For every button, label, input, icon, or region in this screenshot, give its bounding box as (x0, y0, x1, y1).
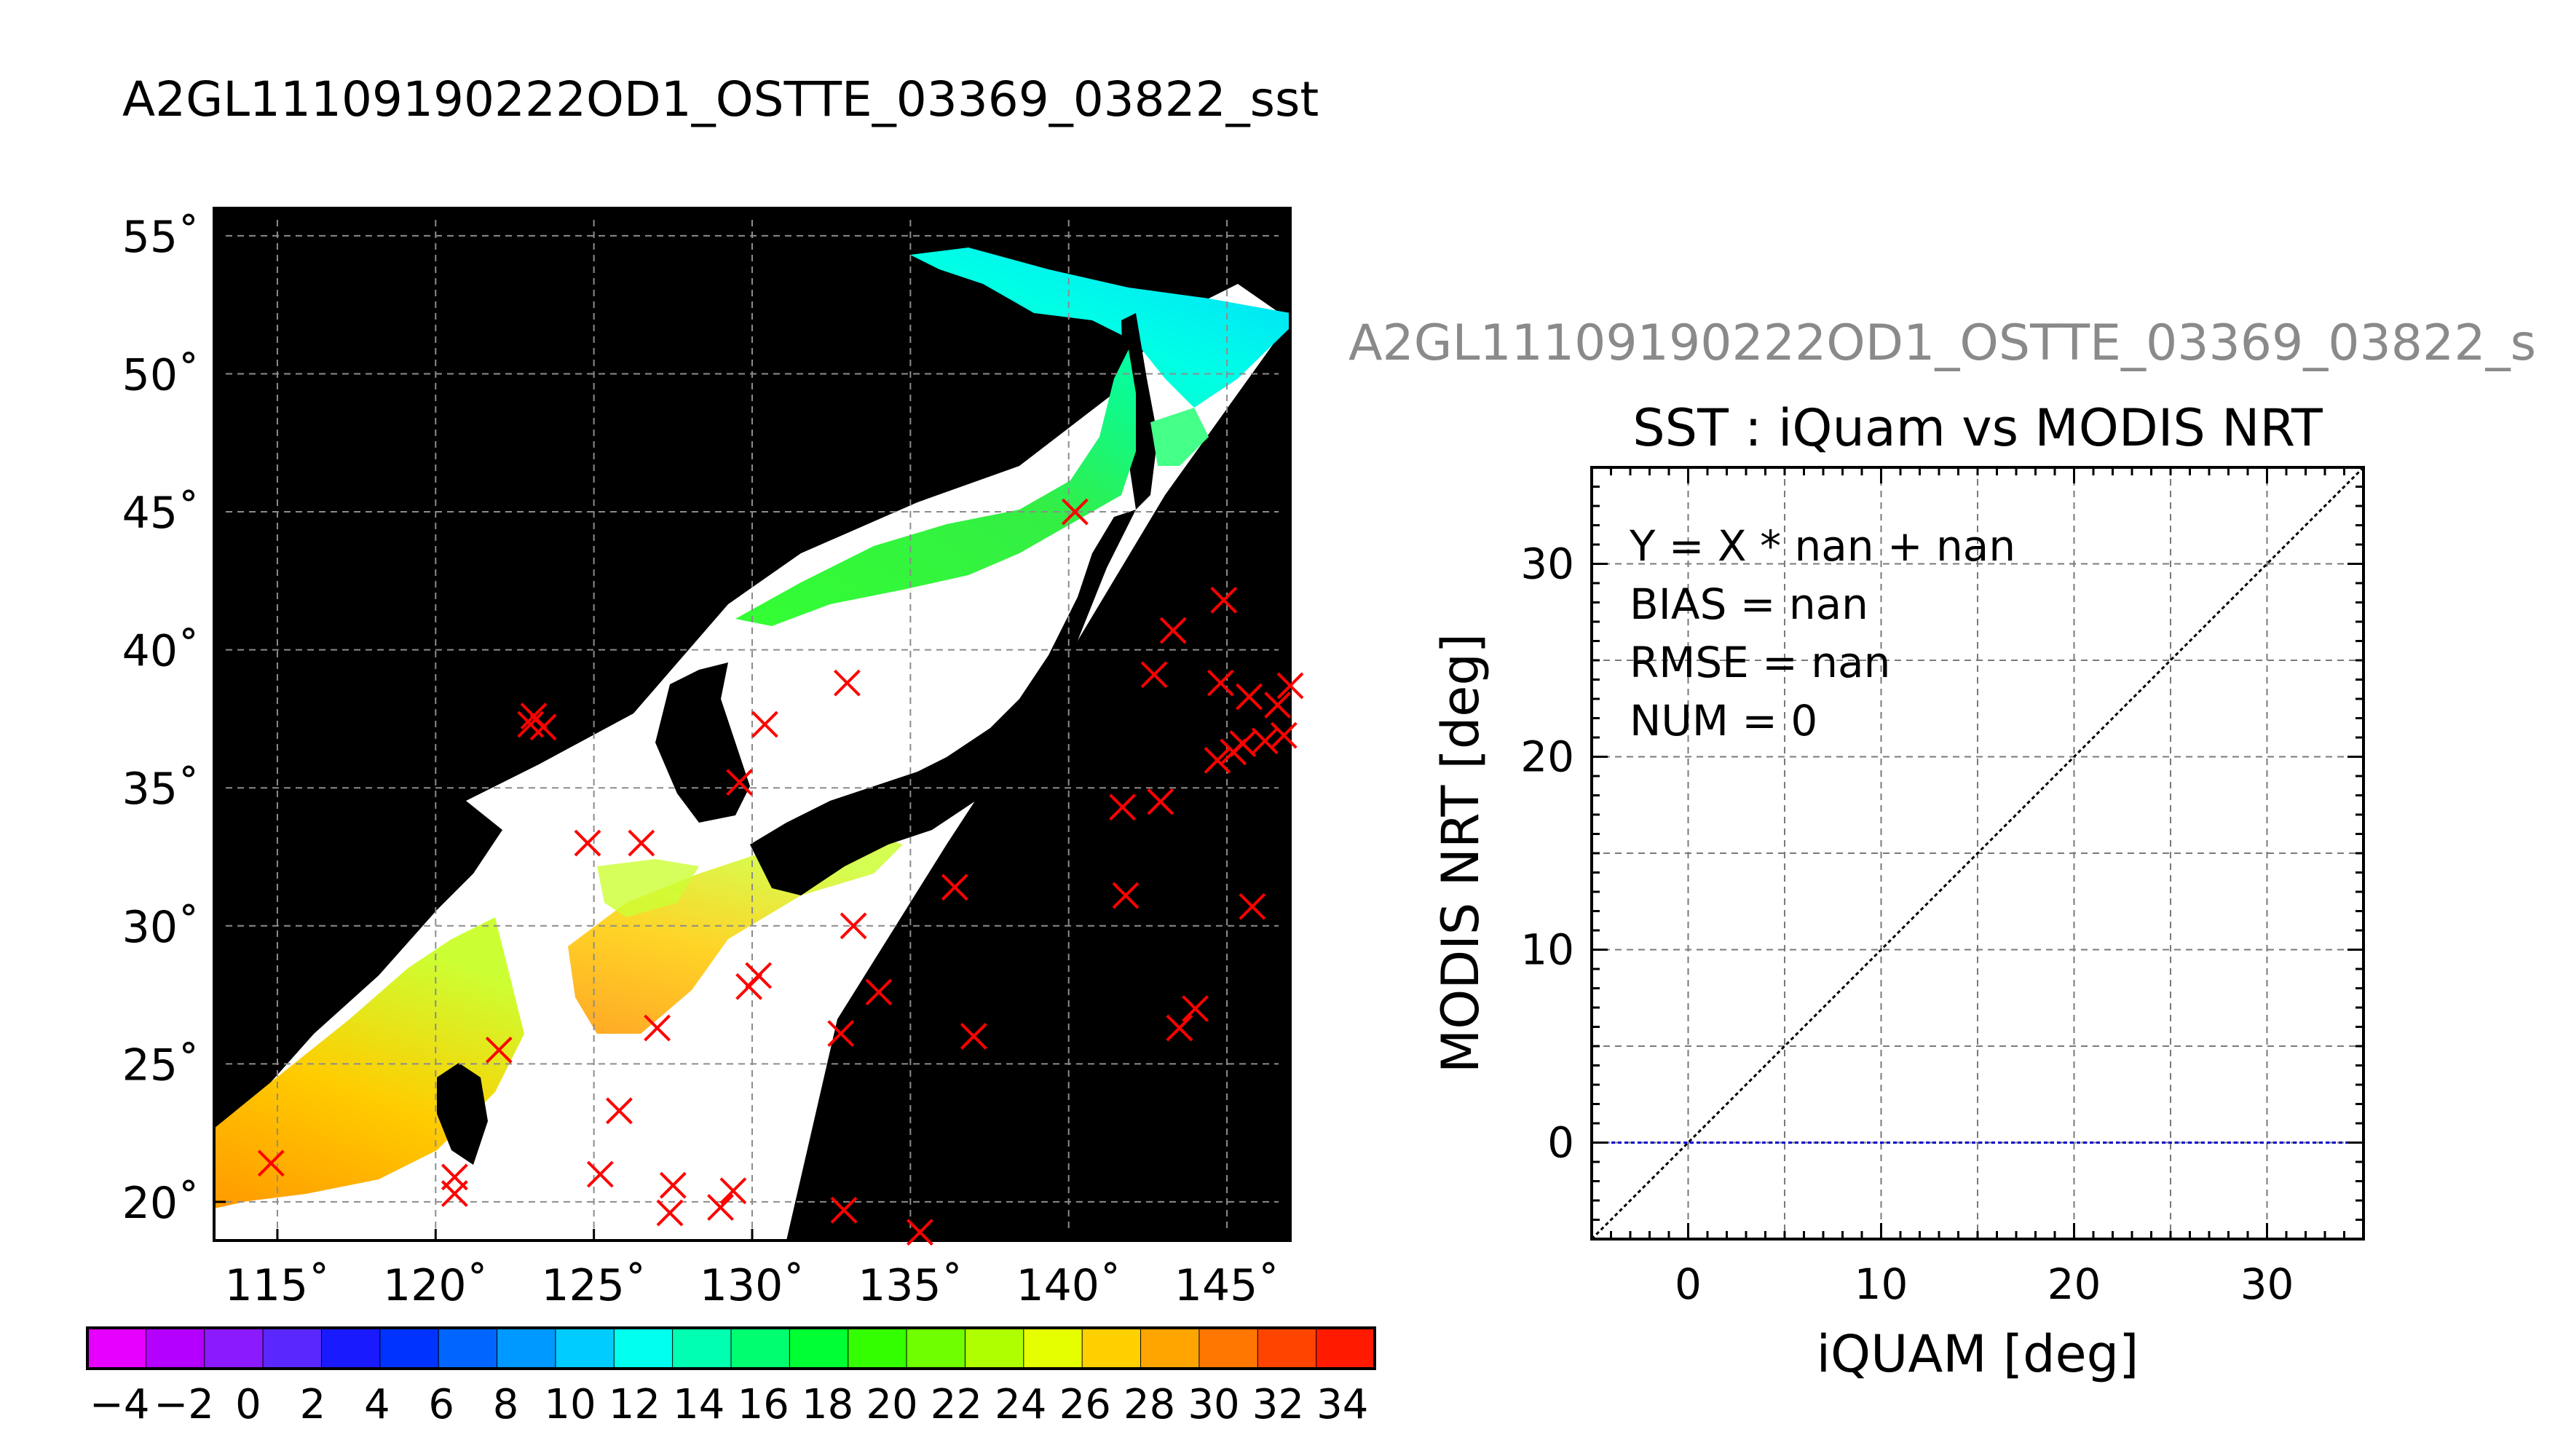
map-y-tick-label: 50˚ (122, 349, 200, 400)
iquam-point-marker (1109, 794, 1137, 821)
map-y-tick-label: 25˚ (122, 1040, 200, 1091)
iquam-point-marker (1140, 661, 1168, 689)
iquam-point-marker (1220, 738, 1247, 766)
iquam-locations (257, 498, 1304, 1246)
iquam-point-marker (1276, 672, 1304, 700)
iquam-point-marker (628, 829, 655, 857)
iquam-point-marker (1264, 692, 1292, 719)
right-panel-title: A2GL11109190222OD1_OSTTE_03369_03822_s (1348, 314, 2537, 372)
iquam-point-marker (441, 1180, 468, 1207)
iquam-point-marker (1204, 746, 1231, 774)
map-y-tick-label: 30˚ (122, 902, 200, 953)
iquam-point-marker (656, 1199, 684, 1227)
iquam-point-marker (644, 1014, 671, 1042)
iquam-point-marker (941, 874, 968, 901)
iquam-point-marker (1182, 995, 1209, 1022)
iquam-point-marker (1251, 727, 1279, 755)
map-y-tick-label: 55˚ (122, 212, 200, 263)
map-x-tick-label: 125˚ (541, 1260, 647, 1311)
map-x-tick-label: 120˚ (383, 1260, 489, 1311)
map-y-tick-label: 20˚ (122, 1178, 200, 1229)
iquam-point-marker (840, 912, 867, 940)
map-y-tick-label: 40˚ (122, 626, 200, 677)
iquam-point-marker (726, 769, 754, 796)
map-x-tick-label: 145˚ (1174, 1260, 1280, 1311)
iquam-point-marker (707, 1194, 734, 1221)
iquam-point-marker (865, 978, 893, 1006)
map-x-tick-label: 140˚ (1016, 1260, 1121, 1311)
iquam-point-marker (1166, 1014, 1193, 1042)
iquam-point-marker (745, 962, 773, 989)
iquam-point-marker (517, 711, 545, 738)
iquam-point-marker (485, 1036, 513, 1064)
iquam-point-marker (1112, 882, 1140, 909)
iquam-point-marker (1147, 788, 1174, 815)
map-y-ticks: 20˚ 25˚ 30˚ 35˚ 40˚ 45˚ 50˚ 55˚ (122, 212, 1290, 1229)
iquam-point-marker (830, 1196, 858, 1224)
iquam-point-marker (960, 1023, 987, 1050)
iquam-point-marker (751, 711, 778, 738)
iquam-point-marker (586, 1160, 614, 1188)
iquam-point-marker (1270, 721, 1298, 749)
iquam-point-marker (1239, 893, 1266, 920)
iquam-point-marker (1236, 683, 1263, 711)
map-y-tick-label: 45˚ (122, 488, 200, 539)
map-x-tick-label: 130˚ (700, 1260, 805, 1311)
iquam-point-marker (719, 1177, 747, 1205)
iquam-point-marker (1061, 498, 1089, 526)
iquam-point-marker (1207, 669, 1234, 697)
iquam-point-marker (257, 1150, 285, 1177)
iquam-point-marker (833, 669, 861, 697)
map-x-tick-label: 135˚ (858, 1260, 963, 1311)
iquam-point-marker (827, 1020, 855, 1048)
iquam-point-marker (1210, 586, 1238, 614)
map-x-tick-label: 115˚ (225, 1260, 331, 1311)
map-y-tick-label: 35˚ (122, 764, 200, 815)
map-x-ticks: 115˚ 120˚ 125˚ 130˚ 135˚ 140˚ 145˚ (225, 208, 1280, 1311)
iquam-point-marker (574, 829, 601, 857)
iquam-point-marker (659, 1171, 687, 1199)
iquam-point-marker (606, 1097, 633, 1125)
map-gridlines (214, 208, 1290, 1241)
iquam-point-marker (1159, 617, 1187, 644)
main-title: A2GL11109190222OD1_OSTTE_03369_03822_sst (122, 71, 1319, 127)
iquam-point-marker (906, 1219, 933, 1246)
